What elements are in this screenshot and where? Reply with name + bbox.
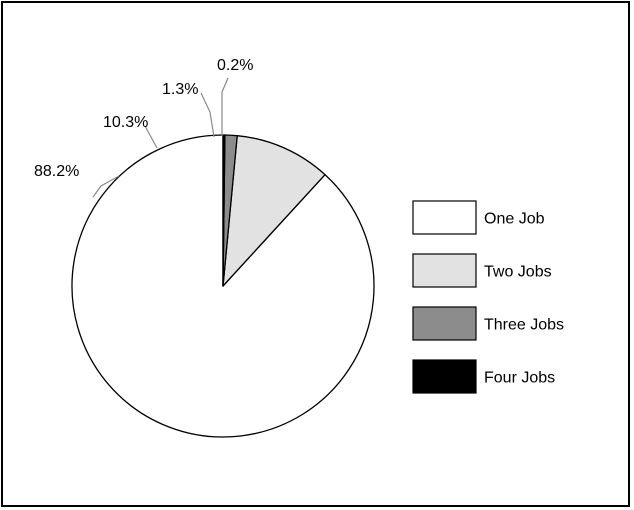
leader-line-one-job (92, 175, 120, 198)
legend-swatch-three-jobs (412, 306, 477, 341)
label-leader-lines (92, 77, 229, 198)
legend-label-three-jobs: Three Jobs (484, 317, 564, 334)
pie-slice-two-jobs (222, 135, 326, 287)
leader-line-three-jobs (200, 92, 215, 138)
legend-swatch-two-jobs (412, 253, 477, 288)
legend-label-two-jobs: Two Jobs (484, 264, 552, 281)
pie-slices (71, 134, 375, 438)
data-label-three-jobs: 1.3% (162, 81, 198, 98)
legend-label-one-job: One Job (484, 211, 545, 228)
data-label-four-jobs: 0.2% (217, 57, 253, 74)
data-label-two-jobs: 10.3% (103, 114, 148, 131)
leader-line-two-jobs (144, 125, 158, 149)
data-labels: 88.2% 10.3% 1.3% 0.2% (34, 57, 253, 180)
legend-label-four-jobs: Four Jobs (484, 370, 555, 387)
legend-swatch-one-job (412, 200, 477, 235)
leader-line-four-jobs (221, 77, 229, 136)
pie-slice-four-jobs (222, 134, 226, 287)
legend-swatch-four-jobs (412, 359, 477, 394)
legend: One Job Two Jobs Three Jobs Four Jobs (412, 200, 564, 394)
data-label-one-job: 88.2% (34, 163, 79, 180)
